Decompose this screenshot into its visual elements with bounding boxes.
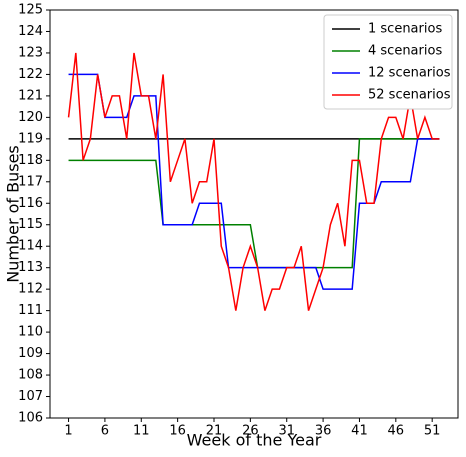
x-tick-label: 46 (388, 424, 405, 439)
plot-frame (49, 9, 459, 419)
y-tick-label: 114 (18, 239, 43, 254)
x-axis-label: Week of the Year (187, 431, 322, 450)
y-tick-label: 109 (18, 346, 43, 361)
y-tick-label: 110 (18, 325, 43, 340)
x-tick-label: 6 (101, 424, 109, 439)
x-tick-label: 51 (424, 424, 441, 439)
x-tick-label: 36 (315, 424, 332, 439)
y-tick-label: 124 (18, 24, 43, 39)
x-tick-label: 31 (278, 424, 295, 439)
y-tick-label: 108 (18, 368, 43, 383)
y-tick-label: 120 (18, 110, 43, 125)
legend-label: 52 scenarios (368, 88, 451, 103)
y-tick-label: 122 (18, 67, 43, 82)
y-tick-label: 111 (18, 303, 43, 318)
series-line (68, 138, 440, 269)
y-tick-label: 117 (18, 174, 43, 189)
y-tick-label: 116 (18, 196, 43, 211)
y-tick-label: 112 (18, 282, 43, 297)
y-tick-label: 119 (18, 131, 43, 146)
legend-label: 4 scenarios (368, 44, 442, 59)
x-tick-label: 1 (64, 424, 72, 439)
legend-label: 12 scenarios (368, 66, 451, 81)
y-tick-label: 118 (18, 153, 43, 168)
y-tick-label: 107 (18, 389, 43, 404)
y-tick-label: 106 (18, 411, 43, 426)
y-tick-label: 121 (18, 88, 43, 103)
x-tick-label: 26 (242, 424, 259, 439)
x-tick-label: 11 (133, 424, 150, 439)
legend-box (323, 14, 453, 110)
x-tick-label: 16 (169, 424, 186, 439)
x-tick-label: 21 (206, 424, 223, 439)
y-tick-label: 115 (18, 217, 43, 232)
y-tick-label: 123 (18, 45, 43, 60)
x-tick-label: 41 (351, 424, 368, 439)
series-line (68, 73, 440, 290)
series-line (67, 52, 440, 311)
y-tick-label: 113 (18, 260, 43, 275)
y-axis-label: Number of Buses (4, 145, 23, 283)
legend-label: 1 scenarios (368, 22, 442, 37)
y-tick-label: 125 (18, 3, 43, 18)
